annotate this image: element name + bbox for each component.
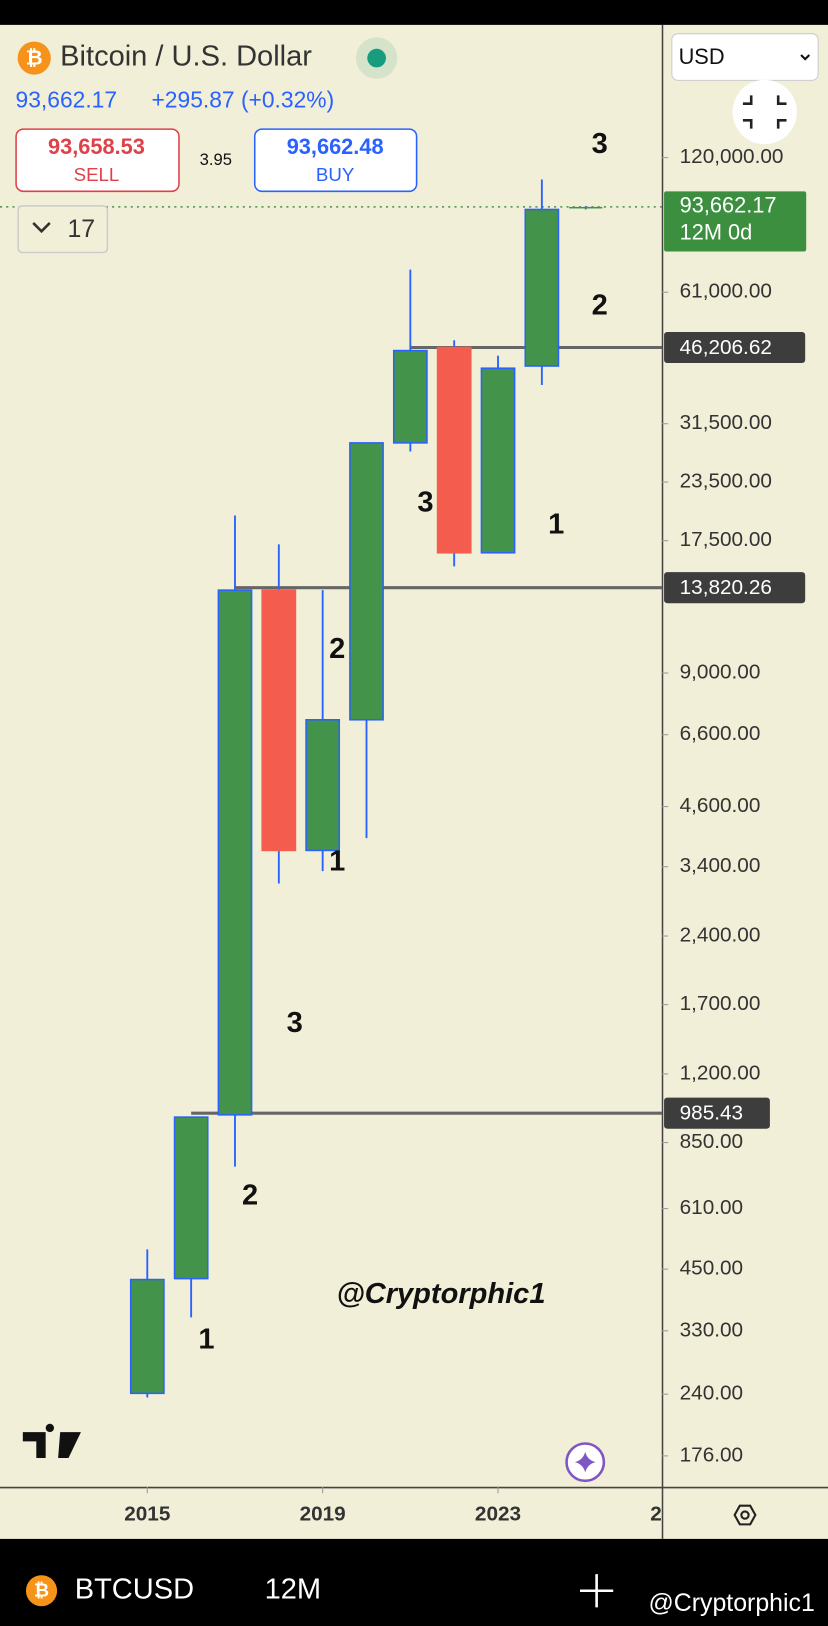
buy-label: BUY: [316, 164, 355, 185]
price-level-label: 46,206.62: [680, 336, 772, 359]
y-tick-label: 6,600.00: [680, 722, 761, 745]
spread: 3.95: [200, 150, 232, 169]
buy-price: 93,662.48: [287, 134, 384, 159]
price-level-badge: [664, 331, 806, 364]
bitcoin-icon-glyph: ₿: [26, 47, 43, 70]
buy-button[interactable]: [253, 128, 418, 193]
candle-body: [217, 589, 253, 1116]
footer-bitcoin-icon: [25, 1575, 58, 1607]
sell-price: 93,658.53: [48, 134, 145, 159]
footer-bitcoin-glyph: ₿: [34, 1580, 49, 1601]
sell-label: SELL: [74, 164, 120, 185]
y-tick-label: 176.00: [680, 1443, 743, 1466]
y-tick-label: 850.00: [680, 1130, 743, 1153]
x-tick: 2019: [300, 1487, 346, 1526]
price-level-label: 13,820.26: [680, 576, 772, 599]
footer-interval: 12M: [265, 1573, 322, 1605]
y-tick-label: 1,200.00: [680, 1061, 761, 1084]
y-tick-label: 450.00: [680, 1257, 743, 1280]
x-tick: 2027: [650, 1503, 696, 1526]
wave-annotation: 3: [417, 487, 433, 519]
candle-body: [569, 206, 603, 209]
candle-body: [305, 718, 341, 852]
chevron-icon: [32, 222, 51, 234]
select-arrow: [800, 54, 811, 61]
symbol-title: Bitcoin / U.S. Dollar: [60, 41, 312, 73]
current-price-label: 93,662.17: [680, 193, 777, 218]
candle-body: [349, 442, 384, 721]
y-tick-label: 17,500.00: [680, 528, 772, 551]
plot-area: 3 2 3 1 2 1 3 2 1 @Cryptorphic1: [0, 128, 662, 1398]
wave-annotation: 1: [548, 508, 564, 540]
wave-annotation: 2: [329, 633, 345, 665]
wave-annotation: 2: [592, 290, 608, 322]
y-tick-label: 2,400.00: [680, 924, 761, 947]
settings-icon-center: [740, 1510, 750, 1520]
candle-countdown: 12M 0d: [680, 220, 753, 245]
y-tick-label: 3,400.00: [680, 854, 761, 877]
candle-body: [480, 367, 516, 554]
footer-symbol: BTCUSD: [75, 1573, 194, 1605]
y-tick-label: 610.00: [680, 1196, 743, 1219]
chart-background: [0, 24, 828, 1539]
collapse-button[interactable]: [732, 79, 797, 145]
y-tick-label: 4,600.00: [680, 794, 761, 817]
y-tick-label: 120,000.00: [680, 145, 784, 168]
x-tick: 2023: [475, 1487, 521, 1526]
y-tick-label: 23,500.00: [680, 470, 772, 493]
x-tick: 2015: [124, 1487, 170, 1526]
wave-annotation: 2: [242, 1179, 258, 1211]
wave-annotation: 1: [329, 845, 345, 877]
collapse-icon: [742, 95, 787, 129]
candle-body: [436, 346, 472, 554]
x-tick-label: 2019: [300, 1503, 346, 1526]
indicators-count: 17: [67, 215, 95, 243]
x-tick-label: 2023: [475, 1503, 521, 1526]
sell-button[interactable]: [15, 128, 180, 193]
bitcoin-icon: [17, 41, 51, 75]
candle-body: [392, 349, 428, 444]
price-level-badge: [664, 572, 806, 604]
y-tick-label: 31,500.00: [680, 411, 772, 434]
market-status-dot: [367, 48, 386, 68]
last-price: 93,662.17: [16, 87, 118, 113]
price-level-label: 985.43: [680, 1102, 743, 1125]
price-change: +295.87 (+0.32%): [151, 87, 334, 113]
current-price-badge: [664, 191, 807, 252]
candle-body: [524, 208, 560, 367]
assistant-icon: [574, 1451, 596, 1473]
y-tick-label: 240.00: [680, 1382, 743, 1405]
candle-body: [261, 589, 297, 852]
wave-annotation: 1: [198, 1324, 214, 1356]
watermark: @Cryptorphic1: [336, 1278, 545, 1310]
indicators-toggle[interactable]: [17, 205, 109, 254]
y-tick-label: 9,000.00: [680, 661, 761, 684]
x-tick-label: 2015: [124, 1503, 170, 1526]
y-tick-label: 61,000.00: [680, 280, 772, 303]
wave-annotation: 3: [287, 1007, 303, 1039]
candle-body: [129, 1278, 165, 1395]
y-tick-label: 1,700.00: [680, 992, 761, 1015]
settings-icon[interactable]: [733, 1504, 757, 1526]
x-tick-label: 2027: [650, 1503, 696, 1526]
candle-body: [173, 1116, 209, 1280]
currency-label: USD: [679, 44, 725, 69]
currency-select[interactable]: [671, 33, 819, 81]
price-level-badge: [664, 1097, 770, 1129]
price-axis: 120,000.00 61,000.00 31,500.00 23,500.00 17,…: [661, 145, 807, 1466]
y-tick-label: 330.00: [680, 1318, 743, 1341]
footer-credit: @Cryptorphic1: [648, 1589, 814, 1617]
wave-annotation: 3: [592, 128, 608, 160]
add-icon[interactable]: [580, 1574, 614, 1608]
tradingview-logo: [22, 1423, 81, 1459]
